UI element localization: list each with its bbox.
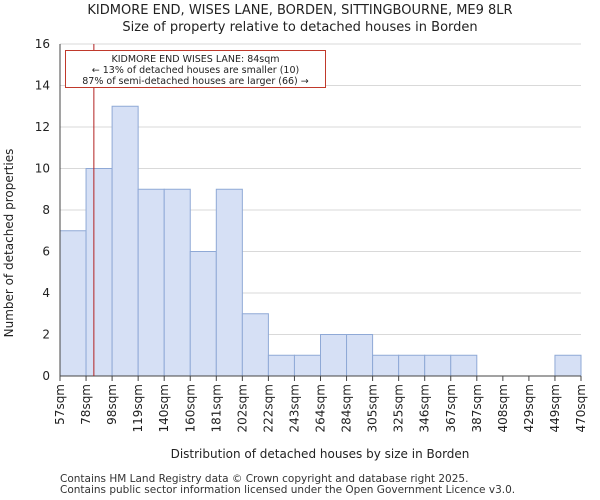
x-tick-label: 202sqm: [235, 384, 249, 432]
x-tick-label: 284sqm: [340, 384, 354, 432]
y-tick-label: 14: [35, 79, 50, 93]
x-tick-label: 140sqm: [157, 384, 171, 432]
bar: [59, 230, 87, 377]
bar: [85, 168, 113, 377]
y-tick-labels: 0 2 4 6 8 10 12 14 16: [35, 37, 50, 383]
bar: [320, 334, 348, 377]
bar: [293, 354, 322, 377]
annotation-line3: 87% of semi-detached houses are larger (…: [82, 76, 309, 87]
annotation-box: KIDMORE END WISES LANE: 84sqm ← 13% of d…: [65, 50, 326, 88]
y-tick-label: 8: [42, 203, 50, 217]
footer-copyright: Contains HM Land Registry data © Crown c…: [60, 473, 469, 485]
annotation-line1: KIDMORE END WISES LANE: 84sqm: [111, 54, 280, 65]
x-tick-label: 98sqm: [105, 384, 119, 425]
bar: [189, 251, 217, 377]
bar: [267, 354, 295, 377]
y-tick-label: 4: [42, 286, 50, 300]
x-tick-label: 57sqm: [53, 384, 67, 425]
x-tick-labels: 57sqm 78sqm 98sqm 119sqm 140sqm 160sqm 181sqm 2…: [53, 376, 588, 432]
x-tick-label: 470sqm: [574, 384, 588, 432]
y-tick-label: 2: [42, 328, 50, 342]
x-tick-label: 243sqm: [287, 384, 301, 432]
chart-subtitle: Size of property relative to detached ho…: [122, 20, 478, 35]
x-tick-label: 367sqm: [444, 384, 458, 432]
x-tick-label: 346sqm: [418, 384, 432, 432]
bar: [137, 188, 165, 377]
bar: [163, 188, 191, 377]
bar: [241, 313, 269, 377]
x-tick-label: 325sqm: [392, 384, 406, 432]
x-tick-label: 119sqm: [131, 384, 145, 432]
x-tick-label: 305sqm: [366, 384, 380, 432]
bar: [346, 334, 374, 377]
x-tick-label: 264sqm: [314, 384, 328, 432]
bar: [215, 188, 243, 377]
x-tick-label: 429sqm: [522, 384, 536, 432]
x-tick-label: 181sqm: [209, 384, 223, 432]
y-axis-label: Number of detached properties: [2, 149, 16, 338]
y-tick-label: 10: [35, 162, 50, 176]
y-tick-label: 0: [42, 369, 50, 383]
y-tick-label: 12: [35, 120, 50, 134]
y-tick-label: 6: [42, 245, 50, 259]
x-tick-label: 222sqm: [261, 384, 275, 432]
bar: [424, 354, 452, 377]
annotation-line2: ← 13% of detached houses are smaller (10…: [91, 65, 300, 76]
y-tick-label: 16: [35, 37, 50, 51]
x-tick-label: 449sqm: [548, 384, 562, 432]
x-tick-label: 78sqm: [79, 384, 93, 425]
bar: [450, 354, 478, 377]
x-tick-label: 408sqm: [496, 384, 510, 432]
x-tick-label: 160sqm: [183, 384, 197, 432]
chart-title: KIDMORE END, WISES LANE, BORDEN, SITTING…: [87, 3, 513, 18]
bar: [398, 354, 426, 377]
x-tick-label: 387sqm: [470, 384, 484, 432]
footer-licence: Contains public sector information licen…: [60, 484, 516, 496]
bars: [59, 105, 582, 377]
bar: [372, 354, 400, 377]
bar: [111, 105, 139, 377]
bar: [554, 354, 582, 377]
x-axis-label: Distribution of detached houses by size …: [171, 447, 470, 461]
